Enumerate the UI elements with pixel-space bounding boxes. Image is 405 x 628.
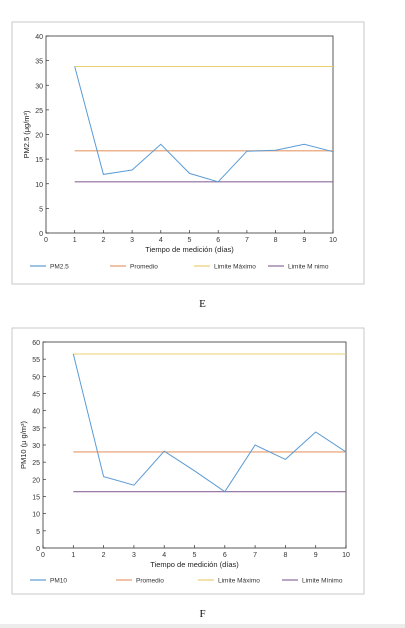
legend-label: Limite Mínimo — [302, 578, 343, 585]
legend-label: PM10 — [50, 578, 67, 585]
y-tick-label: 0 — [39, 231, 43, 238]
y-tick-label: 10 — [32, 512, 40, 519]
plot-area — [42, 341, 347, 549]
legend-label: PM2.5 — [50, 264, 69, 271]
y-tick-label: 25 — [32, 460, 40, 467]
x-tick-label: 1 — [71, 552, 75, 559]
legend-label: Promedio — [130, 264, 158, 271]
x-tick-label: 5 — [193, 552, 197, 559]
series-line-pm2-5 — [74, 66, 334, 183]
chart-e-svg: 0 5 10 15 20 25 30 35 40 0 1 2 3 4 5 6 7 8 9 10 Tiempo de me… — [11, 21, 365, 285]
y-tick-label: 20 — [35, 133, 43, 140]
plot-area — [45, 35, 334, 234]
x-tick-label: 9 — [314, 552, 318, 559]
x-tick-label: 4 — [162, 552, 166, 559]
series-line-pm10 — [72, 353, 347, 493]
caption-e: E — [199, 298, 206, 310]
y-tick-label: 55 — [32, 357, 40, 364]
x-tick-label: 3 — [132, 552, 136, 559]
y-tick-label: 25 — [35, 108, 43, 115]
x-tick-label: 9 — [302, 237, 306, 244]
x-tick-label: 8 — [274, 237, 278, 244]
x-tick-label: 2 — [101, 237, 105, 244]
x-tick-label: 3 — [130, 237, 134, 244]
legend-label: Limite Máximo — [218, 578, 260, 585]
x-tick-label: 0 — [44, 237, 48, 244]
x-tick-label: 1 — [73, 237, 77, 244]
y-axis-label: PM10 (μ g/m³) — [19, 420, 28, 469]
y-tick-label: 20 — [32, 477, 40, 484]
y-tick-label: 45 — [32, 392, 40, 399]
y-tick-label: 50 — [32, 374, 40, 381]
y-tick-label: 35 — [35, 59, 43, 66]
x-tick-label: 0 — [41, 552, 45, 559]
chart-frame — [11, 327, 365, 595]
caption-f: F — [199, 608, 206, 620]
x-tick-label: 2 — [102, 552, 106, 559]
x-axis-label: Tiempo de medición (días) — [145, 245, 234, 254]
y-tick-label: 15 — [35, 157, 43, 164]
page-bottom-rule — [0, 624, 405, 628]
chart-frame — [11, 21, 365, 285]
y-tick-label: 30 — [32, 443, 40, 450]
x-tick-label: 6 — [216, 237, 220, 244]
y-tick-label: 5 — [39, 206, 43, 213]
x-axis-label: Tiempo de medición (días) — [150, 560, 239, 569]
x-tick-label: 8 — [283, 552, 287, 559]
legend-label: Promedio — [136, 578, 164, 585]
y-tick-label: 35 — [32, 426, 40, 433]
y-tick-label: 0 — [36, 546, 40, 553]
x-tick-label: 10 — [329, 237, 337, 244]
y-tick-label: 60 — [32, 340, 40, 347]
x-tick-label: 6 — [223, 552, 227, 559]
y-tick-label: 10 — [35, 182, 43, 189]
chart-panel-e: 0 5 10 15 20 25 30 35 40 0 1 2 3 4 5 6 7 8 9 10 Tiempo de me… — [0, 0, 405, 300]
x-tick-label: 7 — [253, 552, 257, 559]
y-tick-label: 40 — [32, 409, 40, 416]
x-tick-label: 5 — [188, 237, 192, 244]
x-tick-label: 4 — [159, 237, 163, 244]
legend-label: Limite Máximo — [214, 264, 256, 271]
y-axis-label: PM2.5 (μg/m³) — [22, 110, 31, 159]
y-tick-label: 40 — [35, 34, 43, 41]
y-tick-label: 15 — [32, 495, 40, 502]
x-tick-label: 10 — [342, 552, 350, 559]
x-tick-label: 7 — [245, 237, 249, 244]
y-tick-label: 30 — [35, 83, 43, 90]
y-tick-label: 5 — [36, 529, 40, 536]
legend-label: Limite M nimo — [288, 264, 329, 271]
